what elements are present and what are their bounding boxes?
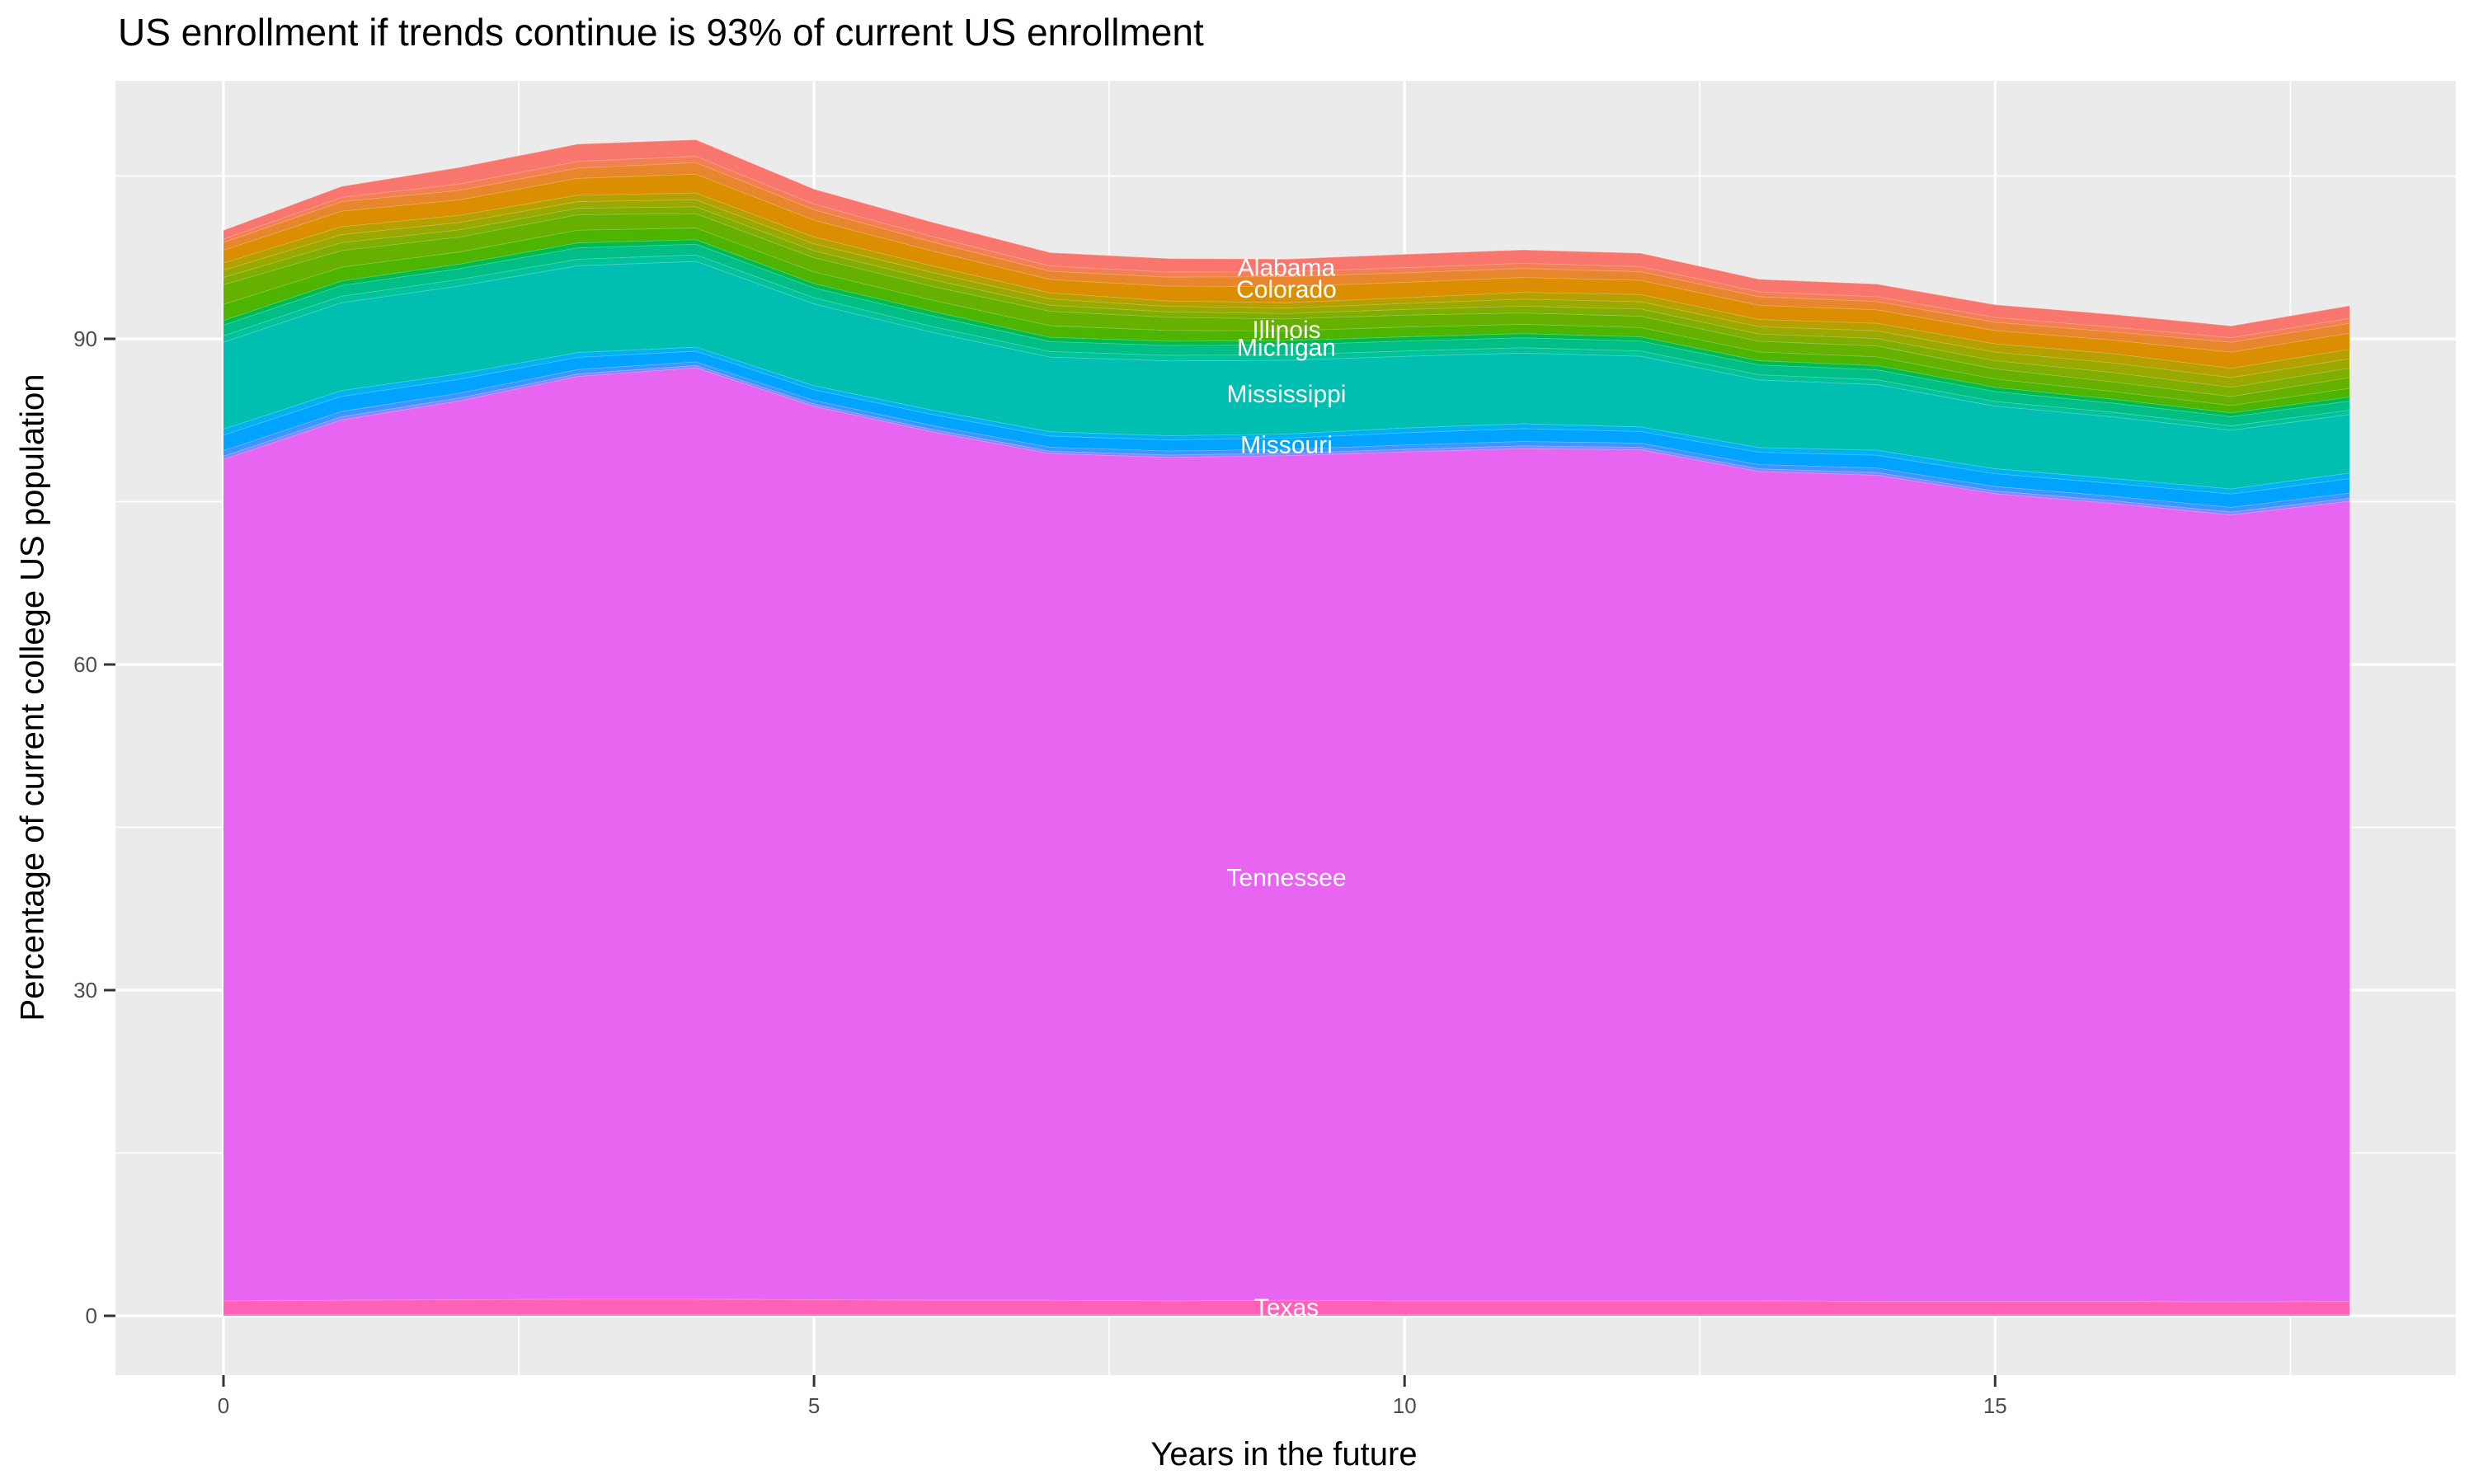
y-tick-label: 30 [73, 978, 97, 1003]
area-band-Illinois_group [223, 228, 2349, 413]
area-band-other_states_below_texas [223, 1314, 2349, 1316]
state-label-Tennessee: Tennessee [1226, 865, 1346, 892]
y-axis-title: Percentage of current college US populat… [14, 373, 51, 1021]
y-tick-label: 0 [86, 1303, 97, 1328]
area-band-Colorado_group [223, 162, 2349, 352]
y-tick-label: 90 [73, 326, 97, 351]
area-band-other_states_olive_band [223, 192, 2349, 378]
x-tick-label: 15 [1983, 1393, 2007, 1418]
y-tick-label: 60 [73, 652, 97, 677]
state-label-Alabama: Alabama [1238, 255, 1336, 282]
band-seam [223, 139, 2350, 326]
area-band-Alabama_group [223, 156, 2349, 342]
area-band-Colorado_group [223, 174, 2349, 369]
area-band-Missouri_group [223, 350, 2349, 508]
area-band-other_states_olive_band [223, 206, 2349, 397]
x-tick-label: 5 [808, 1393, 820, 1418]
plot-title: US enrollment if trends continue is 93% … [118, 11, 1204, 54]
x-tick-label: 10 [1393, 1393, 1417, 1418]
state-label-Mississippi: Mississippi [1226, 381, 1346, 408]
area-band-other_states_olive_band [223, 200, 2349, 387]
area-band-Illinois_group [223, 213, 2349, 406]
state-label-Missouri: Missouri [1240, 431, 1333, 458]
area-band-Texas [223, 1298, 2349, 1315]
state-label-Illinois: Illinois [1252, 317, 1320, 344]
area-band-Alabama_group [223, 139, 2349, 338]
area-band-Mississippi_group [223, 261, 2349, 489]
state-label-Michigan: Michigan [1237, 335, 1336, 362]
area-band-Michigan_group [223, 244, 2349, 426]
state-label-Texas: Texas [1254, 1294, 1319, 1322]
area-band-Tennessee [223, 367, 2349, 1302]
state-label-Colorado: Colorado [1236, 276, 1337, 303]
x-axis-title: Years in the future [1150, 1436, 1418, 1472]
x-tick-label: 0 [218, 1393, 229, 1418]
